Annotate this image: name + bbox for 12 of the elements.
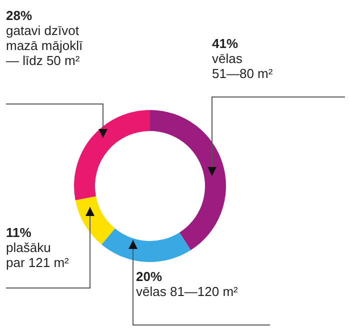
- slice-label: plašāku par 121 m²: [6, 240, 70, 270]
- data-label: 41%: [212, 36, 238, 51]
- data-label: 28%: [6, 8, 32, 23]
- slice-label: vēlas 51—80 m²: [212, 51, 274, 81]
- donut-slice: [102, 228, 191, 262]
- slice-label: vēlas 81—120 m²: [136, 284, 239, 299]
- donut-slice: [75, 196, 115, 245]
- donut-slice: [74, 110, 150, 200]
- data-label: 20%: [136, 269, 162, 284]
- data-label: 11%: [6, 225, 32, 240]
- slice-label: gatavi dzīvot mazā mājoklī — līdz 50 m²: [6, 23, 83, 68]
- donut-slice: [150, 110, 226, 250]
